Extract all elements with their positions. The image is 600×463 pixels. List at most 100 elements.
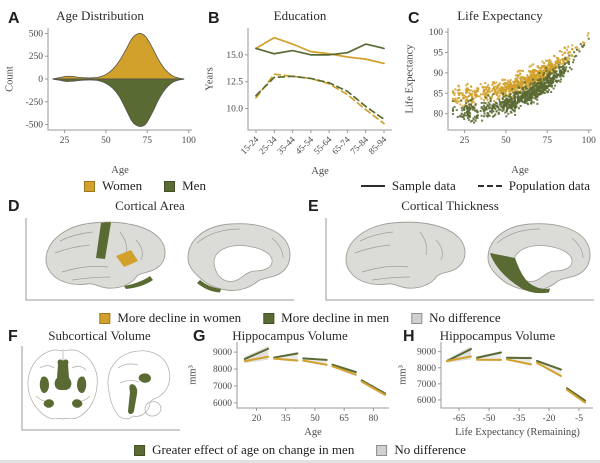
panel-title: Subcortical Volume [48, 328, 151, 343]
svg-text:100: 100 [182, 136, 197, 146]
cortical-area-brain-map [25, 218, 294, 301]
region-medial-ventral-sliver-men [197, 280, 221, 293]
svg-text:75: 75 [143, 136, 153, 146]
region-supramarginal-women [116, 250, 138, 267]
svg-text:85-94: 85-94 [366, 134, 388, 156]
legend-sex-and-datatype: Women Men Sample data Population data [0, 177, 600, 195]
life-expectancy-scatter-chart: 80 85 90 95 100 25 50 75 100 [429, 28, 597, 146]
svg-text:65: 65 [339, 414, 349, 424]
x-axis-label: Age [311, 166, 329, 177]
svg-text:75: 75 [543, 136, 553, 146]
legend-decline-items: More decline in women More decline in me… [99, 309, 501, 327]
svg-text:9000: 9000 [417, 348, 436, 358]
region-central-strip-men [96, 222, 111, 259]
svg-text:6000: 6000 [417, 396, 436, 406]
medial-brain [487, 223, 591, 294]
svg-text:25: 25 [460, 136, 470, 146]
svg-text:-20: -20 [543, 414, 556, 424]
svg-text:100: 100 [429, 28, 444, 38]
region-thalamus-sagittal [138, 373, 151, 383]
svg-text:25: 25 [60, 136, 70, 146]
men-label: Men [182, 178, 206, 193]
panel-education: B Education 15.0 12.5 10.0 15-24 25-34 35-44 4… [200, 4, 400, 177]
axis-frame [325, 218, 594, 301]
coronal-subcortical-highlights [39, 359, 87, 408]
svg-text:6000: 6000 [213, 399, 232, 409]
panel-subcortical-volume: F Subcortical Volume [0, 328, 185, 438]
men-swatch [164, 180, 176, 192]
svg-text:7000: 7000 [213, 382, 232, 392]
panel-letter: D [8, 198, 20, 215]
x-axis-label: Age [511, 165, 529, 176]
corpus-callosum-region [213, 245, 273, 282]
more-decline-women-label: More decline in women [117, 310, 242, 325]
no-difference-swatch [376, 444, 388, 456]
svg-text:10.0: 10.0 [226, 105, 243, 115]
panel-age-distribution: A Age Distribution 500 250 0 -250 -500 25 50 75… [0, 4, 200, 176]
x-axis-label: Age [111, 165, 129, 176]
more-decline-women-swatch [99, 312, 111, 324]
sagittal-subcortical-highlights [128, 373, 151, 414]
hippocampus-volume-age-chart: 9000 8000 7000 6000 20 35 50 65 80 [213, 342, 389, 424]
region-hippocampus-left [43, 399, 54, 408]
region-putamen-right [77, 376, 87, 394]
region-brainstem [128, 384, 138, 414]
svg-text:35-44: 35-44 [275, 134, 297, 156]
svg-text:95: 95 [434, 48, 444, 58]
lateral-brain-outline [345, 221, 466, 289]
svg-text:50: 50 [501, 136, 511, 146]
svg-text:12.5: 12.5 [226, 78, 243, 88]
panel-title: Cortical Area [115, 198, 185, 213]
svg-text:20: 20 [252, 414, 262, 424]
svg-text:250: 250 [29, 52, 44, 62]
panel-title: Hippocampus Volume [232, 328, 348, 343]
svg-text:90: 90 [434, 69, 444, 79]
svg-text:100: 100 [582, 136, 597, 146]
sample-data-line-swatch [360, 185, 385, 187]
svg-text:-35: -35 [513, 414, 526, 424]
svg-text:55-64: 55-64 [312, 134, 334, 156]
panel-title: Cortical Thickness [401, 198, 499, 213]
panel-hippocampus-volume-age: G Hippocampus Volume 9000 8000 7000 6000 20 3… [185, 328, 395, 438]
age-distribution-violin-chart: 500 250 0 -250 -500 25 50 75 100 [26, 28, 197, 146]
svg-text:8000: 8000 [213, 365, 232, 375]
effect-men-label: Greater effect of age on change in men [152, 442, 355, 457]
y-axis-label: mm³ [397, 365, 409, 385]
more-decline-men-label: More decline in men [281, 310, 390, 325]
panel-title: Education [273, 8, 327, 23]
y-axis-label: Life Expectancy [404, 44, 416, 114]
panel-hippocampus-volume-le: H Hippocampus Volume 9000 8000 7000 6000 -65… [395, 328, 600, 438]
panel-letter: G [193, 328, 206, 345]
svg-text:15-24: 15-24 [238, 134, 260, 156]
panel-title: Life Expectancy [457, 8, 543, 23]
axis-frame [21, 346, 180, 431]
region-medial-occipital-men [490, 253, 550, 294]
svg-text:7000: 7000 [417, 380, 436, 390]
hippocampus-volume-le-chart: 9000 8000 7000 6000 -65 -50 -35 -20 -5 [417, 342, 593, 424]
region-hippocampus-right [72, 399, 83, 408]
region-thalamus-caudate [54, 359, 72, 390]
legend-age-effect-items: Greater effect of age on change in men N… [134, 441, 466, 459]
svg-text:35: 35 [281, 414, 291, 424]
svg-text:-65: -65 [453, 414, 466, 424]
y-axis-label: Count [4, 66, 16, 92]
svg-text:8000: 8000 [417, 364, 436, 374]
svg-text:15.0: 15.0 [226, 51, 243, 61]
svg-text:500: 500 [29, 29, 44, 39]
y-axis-label: mm³ [187, 365, 199, 385]
svg-text:25-34: 25-34 [257, 134, 279, 156]
no-difference-label: No difference [429, 310, 501, 325]
bottom-border [0, 460, 600, 463]
population-data-label: Population data [508, 178, 590, 193]
lateral-brain [345, 221, 466, 289]
population-data-line-swatch [477, 185, 502, 187]
no-difference-swatch [411, 312, 423, 324]
svg-text:9000: 9000 [213, 348, 232, 358]
svg-text:-250: -250 [26, 98, 44, 108]
svg-text:45-54: 45-54 [293, 134, 315, 156]
panel-life-expectancy: C Life Expectancy 80 85 90 95 100 25 50 75 100 L… [400, 4, 600, 176]
panel-cortical-area: D Cortical Area [0, 196, 300, 308]
legend-datatype: Sample data Population data [360, 177, 590, 195]
lateral-sulci-lines [354, 231, 443, 281]
